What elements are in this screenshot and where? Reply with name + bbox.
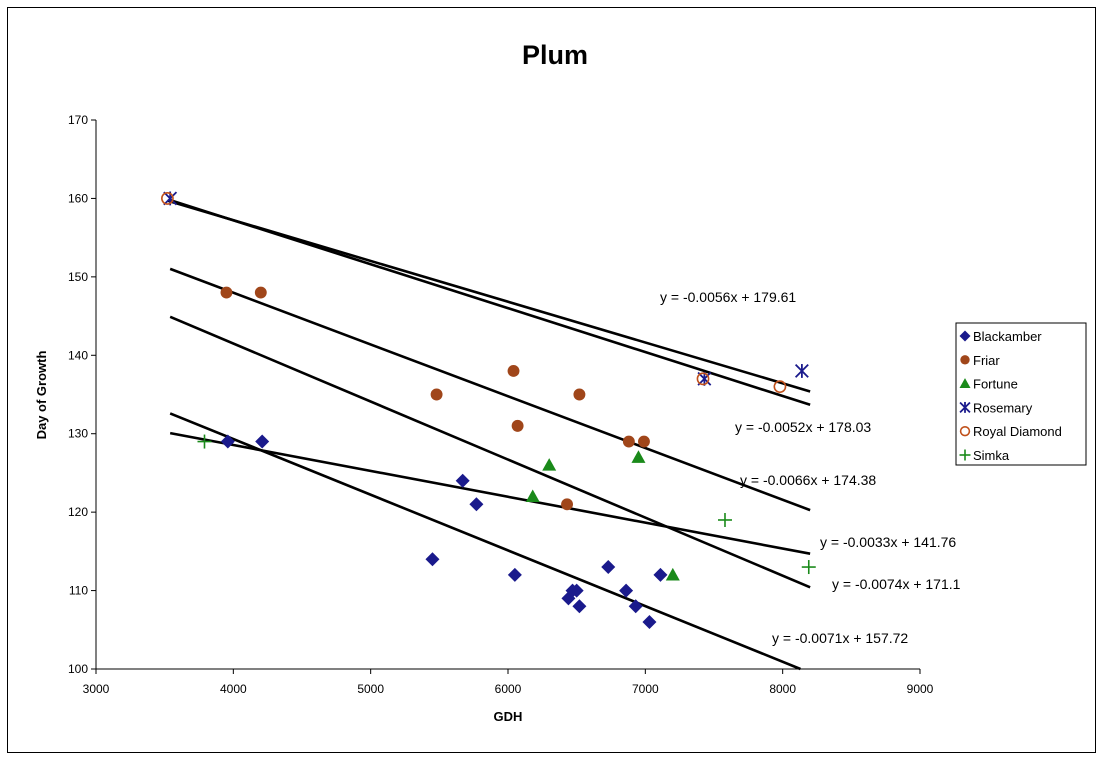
data-point: [572, 599, 587, 614]
x-tick-label: 5000: [357, 682, 384, 696]
trendline: [169, 315, 811, 589]
legend-marker: [959, 378, 971, 388]
legend-box: [955, 322, 1087, 466]
trendline-equation: y = -0.0071x + 157.72: [772, 630, 908, 646]
x-tick-label: 7000: [632, 682, 659, 696]
data-point: [507, 567, 522, 582]
data-point: [642, 614, 657, 629]
legend-label: Blackamber: [973, 329, 1042, 344]
x-axis-title: GDH: [494, 709, 523, 724]
legend-label: Fortune: [973, 377, 1018, 392]
legend-label: Royal Diamond: [973, 424, 1062, 439]
trendline-equation: y = -0.0056x + 179.61: [660, 289, 796, 305]
x-tick-label: 6000: [495, 682, 522, 696]
data-point: [455, 473, 470, 488]
data-point: [254, 286, 267, 299]
legend-label: Simka: [973, 448, 1010, 463]
y-tick-label: 100: [68, 662, 88, 676]
data-point: [638, 435, 650, 448]
y-tick-label: 120: [68, 505, 88, 519]
data-point: [511, 419, 524, 432]
data-point: [665, 567, 680, 581]
legend-marker: [959, 449, 971, 461]
data-point: [653, 567, 668, 582]
data-point: [561, 498, 574, 511]
trendline: [169, 412, 801, 671]
data-point: [628, 599, 643, 614]
axes: 3000 4000 5000 6000 7000 8000 9000 100 110 120 130…: [68, 113, 934, 696]
data-point: [220, 286, 233, 299]
trendline-equation: y = -0.0066x + 174.38: [740, 472, 876, 488]
data-points: [161, 191, 816, 629]
legend-marker: [960, 355, 970, 365]
trendline: [167, 199, 811, 393]
x-tick-label: 3000: [83, 682, 110, 696]
data-point: [573, 388, 586, 401]
y-tick-label: 170: [68, 113, 88, 127]
x-tick-label: 9000: [907, 682, 934, 696]
x-tick-label: 4000: [220, 682, 247, 696]
data-point: [569, 583, 584, 598]
data-point: [631, 450, 646, 463]
legend-label: Friar: [973, 353, 1000, 368]
chart-title: Plum: [522, 40, 588, 70]
series-royal-diamond: [161, 192, 787, 394]
data-point: [794, 364, 809, 378]
data-point: [220, 434, 235, 449]
x-tick-label: 8000: [769, 682, 796, 696]
trendline-equation: y = -0.0052x + 178.03: [735, 419, 871, 435]
trendline-equations: y = -0.0056x + 179.61 y = -0.0052x + 178.…: [660, 289, 961, 646]
data-point: [469, 497, 484, 512]
data-point: [622, 435, 635, 448]
trendline-equation: y = -0.0033x + 141.76: [820, 534, 956, 550]
y-tick-label: 140: [68, 348, 88, 362]
series-simka: [197, 434, 816, 575]
data-point: [801, 560, 816, 575]
data-point: [717, 512, 732, 527]
series-blackamber: [220, 434, 668, 629]
data-point: [430, 388, 443, 401]
legend-label: Rosemary: [973, 400, 1033, 415]
legend: Blackamber Friar Fortune Rosemary Royal Diam…: [955, 322, 1087, 466]
data-point: [773, 380, 787, 394]
data-point: [525, 489, 540, 503]
data-point: [542, 458, 557, 471]
data-point: [161, 192, 174, 205]
legend-marker: [959, 426, 971, 437]
data-point: [601, 560, 616, 575]
legend-marker: [959, 330, 971, 342]
series-friar: [220, 286, 650, 511]
data-point: [255, 434, 270, 449]
data-point: [619, 583, 634, 598]
series-fortune: [525, 450, 680, 581]
legend-marker: [959, 401, 971, 413]
trendline-equation: y = -0.0074x + 171.1: [832, 576, 961, 592]
trendlines: [167, 198, 811, 671]
y-axis-title: Day of Growth: [34, 351, 49, 440]
chart-frame: [7, 7, 1096, 753]
data-point: [425, 552, 440, 567]
trendline: [169, 267, 811, 512]
y-tick-label: 150: [68, 270, 88, 284]
data-point: [197, 434, 212, 449]
trendline: [169, 431, 811, 555]
data-point: [696, 372, 710, 386]
y-tick-label: 110: [69, 584, 88, 598]
y-tick-label: 130: [68, 427, 88, 441]
y-tick-label: 160: [68, 191, 88, 205]
data-point: [507, 365, 520, 377]
